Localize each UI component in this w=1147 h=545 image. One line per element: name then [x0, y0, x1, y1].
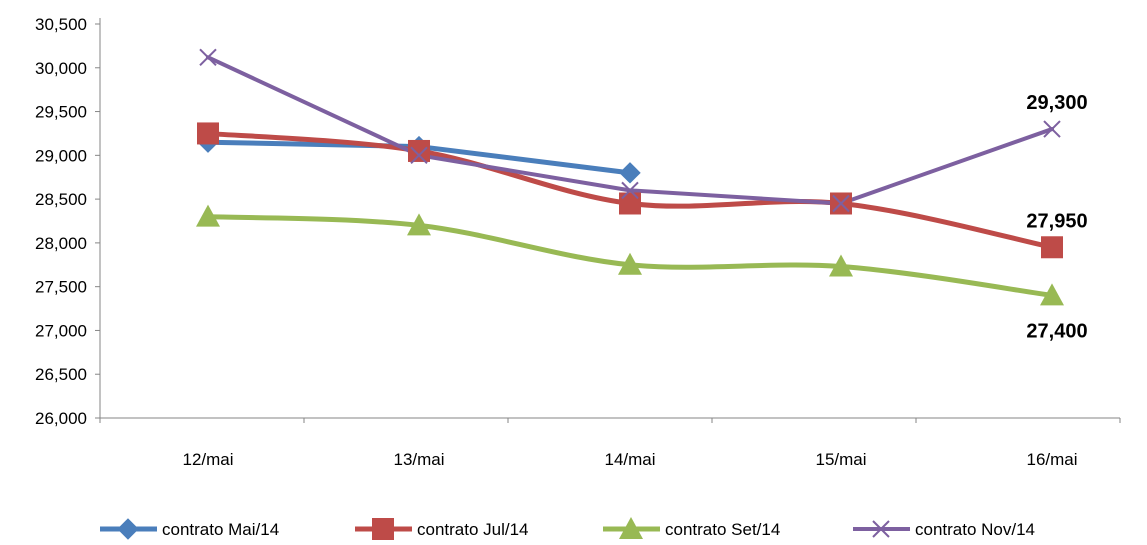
legend-marker	[619, 517, 643, 539]
data-point	[619, 162, 641, 184]
data-point	[407, 213, 431, 236]
marker-stroke	[872, 520, 890, 538]
legend-marker	[372, 518, 394, 540]
legend-label: contrato Mai/14	[162, 520, 279, 539]
marker-stroke	[832, 194, 850, 213]
y-tick-label: 30,000	[35, 59, 87, 78]
y-tick-label: 27,500	[35, 278, 87, 297]
y-tick-label: 28,500	[35, 190, 87, 209]
marker-stroke	[621, 181, 639, 200]
y-tick-label: 26,500	[35, 365, 87, 384]
data-point	[619, 192, 641, 215]
data-point	[410, 146, 428, 165]
data-point	[618, 252, 642, 275]
legend-item: contrato Jul/14	[355, 518, 529, 540]
x-tick-label: 16/mai	[1026, 450, 1077, 469]
data-point	[829, 254, 853, 277]
data-point	[1041, 236, 1063, 259]
x-tick-label: 12/mai	[182, 450, 233, 469]
legend-label: contrato Jul/14	[417, 520, 529, 539]
y-tick-label: 28,000	[35, 234, 87, 253]
legend-marker	[117, 518, 139, 540]
legend-label: contrato Nov/14	[915, 520, 1035, 539]
data-point	[1043, 120, 1061, 138]
legend-item: contrato Mai/14	[100, 518, 279, 540]
x-tick-label: 14/mai	[604, 450, 655, 469]
data-point	[196, 204, 220, 227]
data-label: 27,950	[1026, 210, 1087, 232]
y-axis-ticks: 26,000 26,500 27,000 27,500 28,000 28,500 29,0…	[35, 15, 100, 428]
axes	[99, 18, 1120, 419]
marker-stroke	[410, 146, 428, 165]
legend-label: contrato Set/14	[665, 520, 780, 539]
data-labels: 29,300 27,950 27,400	[1026, 92, 1087, 342]
y-tick-label: 26,000	[35, 409, 87, 428]
data-point	[199, 48, 217, 66]
data-point	[408, 139, 430, 162]
y-tick-label: 27,000	[35, 321, 87, 340]
y-tick-label: 29,000	[35, 146, 87, 165]
data-point	[621, 181, 639, 200]
x-tick-label: 15/mai	[815, 450, 866, 469]
x-tick-label: 13/mai	[393, 450, 444, 469]
data-point	[1040, 283, 1064, 306]
y-tick-label: 30,500	[35, 15, 87, 34]
legend-item: contrato Set/14	[603, 517, 780, 539]
data-label: 27,400	[1026, 320, 1087, 342]
series-markers	[196, 48, 1064, 306]
y-tick-label: 29,500	[35, 103, 87, 122]
data-point	[832, 194, 850, 213]
marker-stroke	[199, 48, 217, 66]
data-point	[197, 122, 219, 145]
x-axis-ticks: 12/mai 13/mai 14/mai 15/mai 16/mai	[99, 418, 1121, 469]
data-label: 29,300	[1026, 92, 1087, 114]
legend: contrato Mai/14 contrato Jul/14 contrato S…	[100, 517, 1035, 540]
legend-item: contrato Nov/14	[853, 520, 1035, 539]
marker-stroke	[1043, 120, 1061, 138]
legend-marker	[872, 520, 890, 538]
